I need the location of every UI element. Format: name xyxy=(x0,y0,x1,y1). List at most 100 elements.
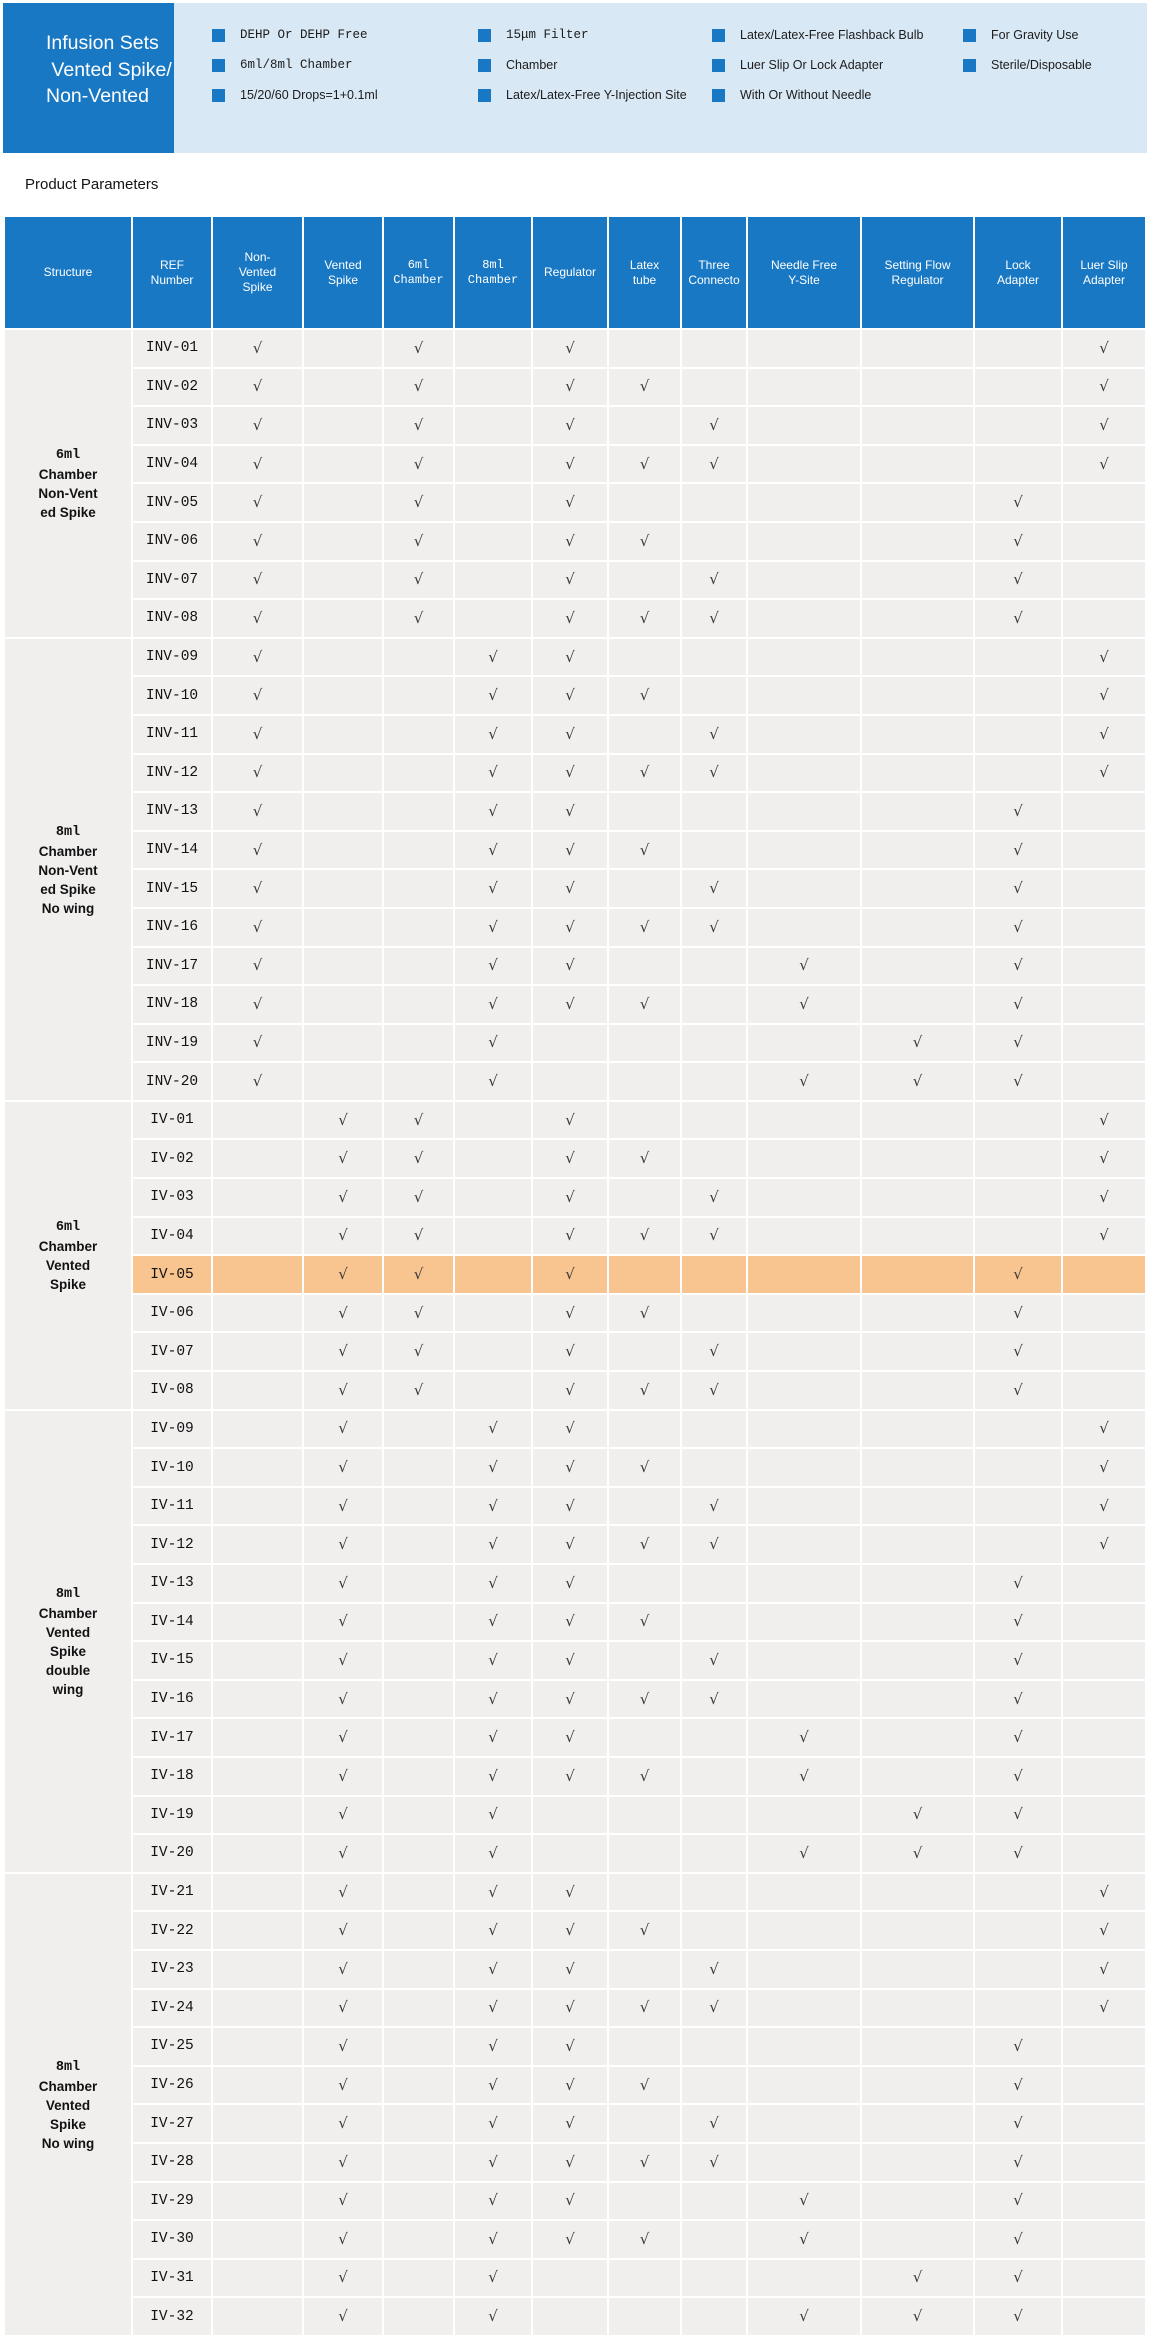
checkmark: √ xyxy=(338,2036,348,2055)
cell-c8: √ xyxy=(455,986,531,1023)
cell-nf xyxy=(748,2259,860,2297)
cell-luer xyxy=(1063,986,1145,1023)
cell-nv xyxy=(213,1565,302,1602)
cell-c6: √ xyxy=(384,1333,453,1371)
cell-c8 xyxy=(455,561,531,599)
row-IV-12: IV-12 √ √ √ √ √ √ xyxy=(5,1526,1145,1563)
ref-cell: IV-15 xyxy=(133,1642,211,1679)
cell-latex xyxy=(609,1179,680,1216)
checkmark: √ xyxy=(709,917,719,936)
ref-cell: IV-22 xyxy=(133,1912,211,1949)
cell-c8 xyxy=(455,368,531,406)
ref-cell: IV-27 xyxy=(133,2105,211,2142)
row-IV-27: IV-27 √ √ √ √ √ xyxy=(5,2105,1145,2142)
bullet-square-icon xyxy=(478,29,491,42)
cell-luer xyxy=(1063,831,1145,869)
cell-latex xyxy=(609,1796,680,1834)
checkmark: √ xyxy=(252,454,263,473)
checkmark: √ xyxy=(413,493,424,512)
cell-v xyxy=(304,407,382,444)
cell-nf xyxy=(748,1294,860,1332)
checkmark: √ xyxy=(488,840,498,859)
cell-sf xyxy=(862,1680,973,1718)
column-header-structure: Structure xyxy=(5,217,131,328)
checkmark: √ xyxy=(488,956,498,975)
checkmark: √ xyxy=(565,2229,575,2248)
checkmark: √ xyxy=(1013,1689,1023,1708)
cell-lock xyxy=(975,330,1061,367)
checkmark: √ xyxy=(709,2114,719,2133)
cell-lock: √ xyxy=(975,831,1061,869)
checkmark: √ xyxy=(488,2307,498,2326)
cell-nf xyxy=(748,561,860,599)
cell-nf xyxy=(748,1256,860,1293)
cell-latex xyxy=(609,1487,680,1525)
row-INV-04: INV-04 √ √ √ √ √ √ xyxy=(5,445,1145,483)
column-header-v: Vented Spike xyxy=(304,217,382,328)
checkmark: √ xyxy=(799,2307,809,2326)
cell-v xyxy=(304,600,382,637)
cell-nv xyxy=(213,1372,302,1409)
checkmark: √ xyxy=(338,1689,348,1708)
cell-reg: √ xyxy=(533,908,607,946)
checkmark: √ xyxy=(709,1187,719,1206)
cell-c8: √ xyxy=(455,677,531,714)
cell-lock: √ xyxy=(975,522,1061,560)
row-IV-15: IV-15 √ √ √ √ √ xyxy=(5,1642,1145,1679)
cell-nv xyxy=(213,1140,302,1178)
checkmark: √ xyxy=(252,686,263,705)
cell-c6 xyxy=(384,1449,453,1486)
cell-latex: √ xyxy=(609,1140,680,1178)
cell-latex: √ xyxy=(609,677,680,714)
cell-luer xyxy=(1063,793,1145,830)
checkmark: √ xyxy=(1013,2268,1023,2287)
row-IV-32: IV-32 √ √ √ √ √ xyxy=(5,2298,1145,2335)
checkmark: √ xyxy=(639,1303,650,1322)
ref-cell: IV-02 xyxy=(133,1140,211,1178)
ref-cell: IV-20 xyxy=(133,1835,211,1872)
row-IV-26: IV-26 √ √ √ √ √ xyxy=(5,2066,1145,2104)
cell-c8 xyxy=(455,407,531,444)
checkmark: √ xyxy=(639,377,650,396)
cell-c6 xyxy=(384,1526,453,1563)
cell-nf xyxy=(748,1333,860,1371)
row-IV-08: IV-08 √ √ √ √ √ √ xyxy=(5,1372,1145,1409)
bullet-square-icon xyxy=(212,29,225,42)
checkmark: √ xyxy=(338,2229,348,2248)
cell-nv: √ xyxy=(213,986,302,1023)
cell-lock xyxy=(975,638,1061,676)
cell-reg: √ xyxy=(533,561,607,599)
cell-c6 xyxy=(384,2143,453,2181)
cell-luer xyxy=(1063,1372,1145,1409)
cell-luer: √ xyxy=(1063,445,1145,483)
checkmark: √ xyxy=(252,1072,263,1091)
cell-v: √ xyxy=(304,1912,382,1949)
cell-latex xyxy=(609,2105,680,2142)
cell-nf xyxy=(748,522,860,560)
checkmark: √ xyxy=(639,1766,650,1785)
cell-lock xyxy=(975,1217,1061,1255)
checkmark: √ xyxy=(709,879,719,898)
cell-nf: √ xyxy=(748,2221,860,2258)
feature-item-label: Sterile/Disposable xyxy=(991,58,1092,72)
cell-sf xyxy=(862,1217,973,1255)
cell-sf: √ xyxy=(862,1835,973,1872)
checkmark: √ xyxy=(709,1535,719,1554)
checkmark: √ xyxy=(1099,1496,1109,1515)
checkmark: √ xyxy=(1013,1573,1023,1592)
row-IV-13: IV-13 √ √ √ √ xyxy=(5,1565,1145,1602)
ref-cell: INV-15 xyxy=(133,870,211,907)
cell-luer xyxy=(1063,561,1145,599)
cell-c6 xyxy=(384,1063,453,1100)
row-IV-29: IV-29 √ √ √ √ √ xyxy=(5,2182,1145,2220)
cell-luer xyxy=(1063,484,1145,521)
ref-cell: INV-01 xyxy=(133,330,211,367)
cell-nf: √ xyxy=(748,1719,860,1756)
checkmark: √ xyxy=(565,1149,575,1168)
checkmark: √ xyxy=(488,1535,498,1554)
cell-three: √ xyxy=(682,754,746,792)
cell-c8: √ xyxy=(455,831,531,869)
checkmark: √ xyxy=(565,1265,575,1284)
checkmark: √ xyxy=(709,1496,719,1515)
checkmark: √ xyxy=(413,1303,424,1322)
